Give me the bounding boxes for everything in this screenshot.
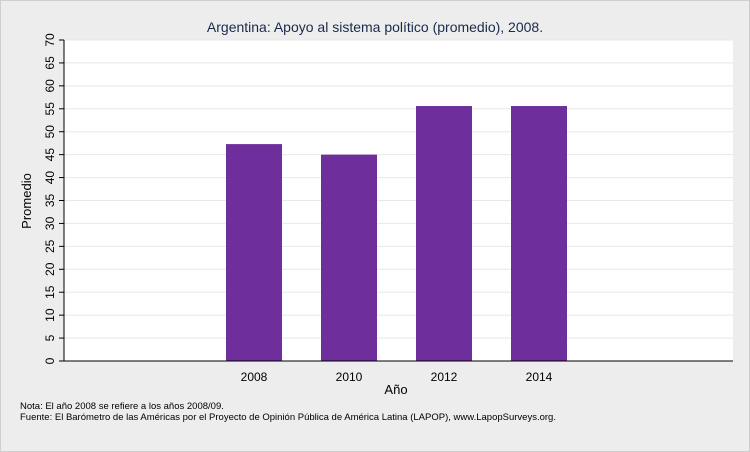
x-tick-labels: 2008 2010 2012 2014 — [241, 370, 553, 384]
y-tick-label: 20 — [43, 262, 57, 276]
y-tick-label: 30 — [43, 216, 57, 230]
axes — [59, 39, 733, 362]
y-tick-label: 0 — [43, 357, 57, 364]
y-tick-label: 55 — [43, 102, 57, 116]
grid-lines — [64, 39, 733, 339]
y-tick-labels: 0 5 10 15 20 25 30 35 40 45 50 55 60 65 70 — [43, 33, 57, 364]
y-tick-label: 40 — [43, 171, 57, 185]
x-axis-title: Año — [384, 382, 407, 397]
bars — [226, 106, 567, 361]
y-tick-label: 45 — [43, 148, 57, 162]
y-axis-title: Promedio — [19, 173, 34, 229]
y-tick-label: 35 — [43, 194, 57, 208]
y-tick-label: 5 — [43, 334, 57, 341]
bar-2010 — [321, 154, 377, 361]
y-tick-label: 50 — [43, 125, 57, 139]
bar-2008 — [226, 144, 282, 361]
bar-2014 — [511, 106, 567, 361]
source-text: Fuente: El Barómetro de las Américas por… — [20, 412, 556, 423]
y-tick-label: 70 — [43, 33, 57, 47]
y-tick-label: 10 — [43, 308, 57, 322]
note-text: Nota: El año 2008 se refiere a los años … — [20, 401, 224, 412]
x-tick-label: 2010 — [336, 370, 363, 384]
x-tick-label: 2014 — [526, 370, 553, 384]
chart-title: Argentina: Apoyo al sistema político (pr… — [207, 19, 543, 35]
x-tick-label: 2012 — [431, 370, 458, 384]
x-tick-label: 2008 — [241, 370, 268, 384]
chart-notes: Nota: El año 2008 se refiere a los años … — [20, 401, 556, 423]
y-tick-label: 25 — [43, 239, 57, 253]
y-tick-label: 15 — [43, 285, 57, 299]
y-tick-label: 60 — [43, 79, 57, 93]
y-tick-label: 65 — [43, 56, 57, 70]
bar-2012 — [416, 106, 472, 361]
